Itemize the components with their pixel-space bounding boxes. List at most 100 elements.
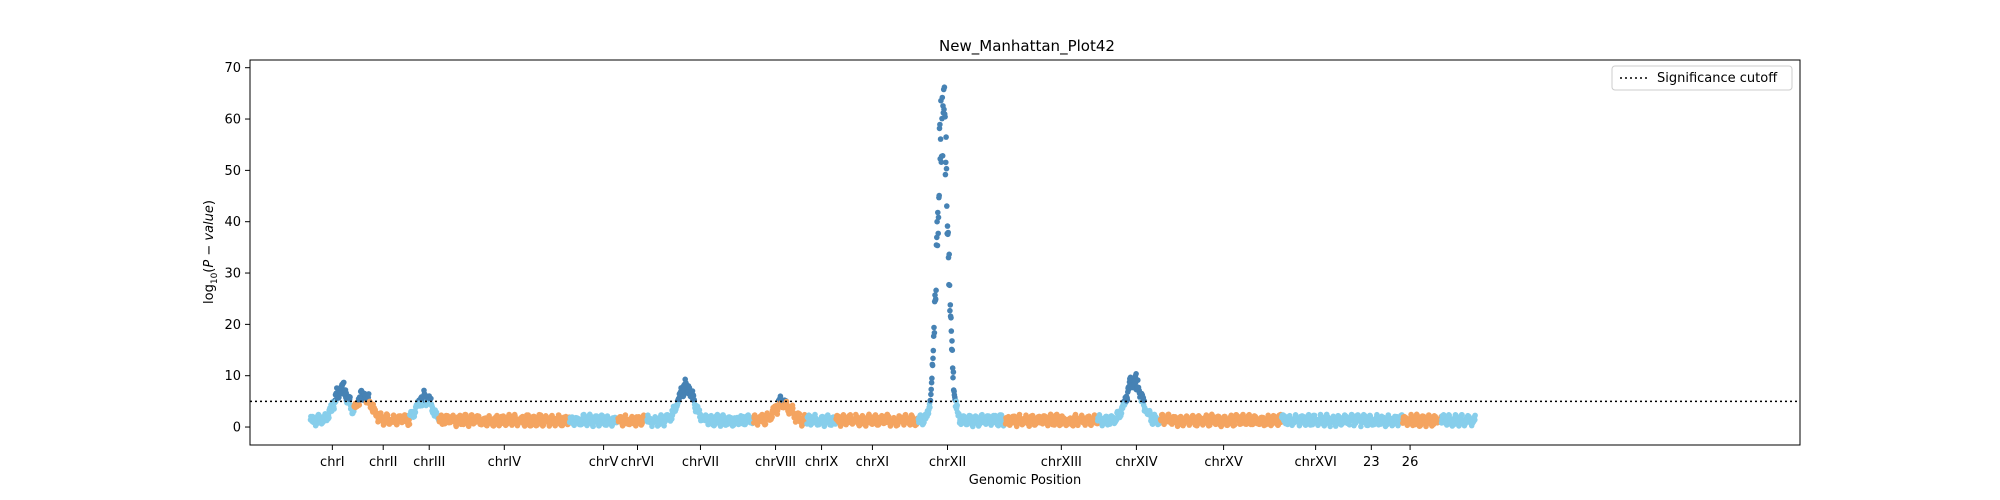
data-point <box>947 307 953 314</box>
data-point <box>946 282 953 289</box>
y-axis-label: log10(P − value) <box>202 200 220 304</box>
x-tick-label: chrXIII <box>1041 455 1082 470</box>
data-point <box>762 421 769 427</box>
data-point <box>356 402 363 408</box>
data-point <box>777 393 784 400</box>
data-point <box>930 355 936 362</box>
data-point <box>941 84 948 90</box>
data-point <box>931 324 937 331</box>
data-point <box>950 374 956 381</box>
x-tick-label: chrII <box>369 455 397 470</box>
plot-area <box>250 60 1800 445</box>
data-point <box>326 414 332 421</box>
data-point <box>938 159 945 165</box>
x-tick-label: chrIII <box>413 455 445 470</box>
chart-title: New_Manhattan_Plot42 <box>939 37 1115 56</box>
data-point <box>936 192 942 199</box>
data-point <box>929 375 935 382</box>
data-point <box>1472 412 1478 419</box>
data-point <box>1472 417 1478 423</box>
y-tick-label: 10 <box>224 369 241 384</box>
y-tick-label: 20 <box>224 318 241 333</box>
data-point <box>933 287 939 294</box>
data-point <box>714 411 721 418</box>
data-point <box>680 392 687 399</box>
data-point <box>1057 421 1064 428</box>
data-point <box>347 394 353 400</box>
data-point <box>929 362 936 369</box>
data-point <box>937 136 944 142</box>
data-point <box>885 413 892 420</box>
data-point <box>935 230 941 237</box>
data-point <box>928 379 935 386</box>
data-point <box>948 315 954 321</box>
data-point <box>939 153 946 159</box>
data-point <box>943 134 949 140</box>
y-tick-label: 40 <box>224 215 241 230</box>
data-point <box>928 391 934 398</box>
legend: Significance cutoff <box>1611 65 1793 91</box>
data-point <box>934 242 941 249</box>
x-tick-label: chrXIV <box>1115 455 1157 470</box>
data-point <box>428 395 434 402</box>
data-point <box>1327 423 1333 430</box>
legend-label: Significance cutoff <box>1657 71 1778 86</box>
data-point <box>950 369 957 375</box>
x-tick-label: chrIX <box>805 455 839 470</box>
y-tick-label: 60 <box>224 113 241 128</box>
x-tick-label: 23 <box>1363 455 1380 470</box>
data-point <box>932 296 939 302</box>
data-point <box>790 405 796 412</box>
data-point <box>937 121 943 128</box>
data-point <box>1141 397 1147 404</box>
data-point <box>1231 422 1238 428</box>
data-point <box>1118 410 1125 417</box>
x-tick-label: 26 <box>1402 455 1419 470</box>
x-tick-label: chrVI <box>621 455 654 470</box>
data-point <box>935 209 941 216</box>
x-tick-label: chrVIII <box>755 455 796 470</box>
data-point <box>945 229 951 236</box>
data-point <box>947 302 954 308</box>
data-point <box>939 94 946 101</box>
x-axis: chrI chrII chrIII chrIV chrV chrVI chrVII chrVI… <box>320 445 1418 470</box>
data-point <box>944 203 950 209</box>
x-axis-label: Genomic Position <box>969 473 1081 488</box>
x-tick-label: chrVII <box>682 455 719 470</box>
data-point <box>943 165 950 172</box>
data-point <box>365 391 372 397</box>
y-tick-label: 50 <box>224 164 241 179</box>
y-tick-label: 70 <box>224 61 241 76</box>
data-point <box>1459 412 1465 418</box>
data-point <box>622 412 629 418</box>
x-tick-label: chrXVI <box>1294 455 1336 470</box>
data-point <box>927 404 933 411</box>
x-tick-label: chrXII <box>929 455 966 470</box>
y-axis: 0 10 20 30 40 50 60 70 <box>224 61 250 436</box>
y-tick-label: 30 <box>224 267 241 282</box>
legend-frame <box>1611 65 1793 91</box>
data-points <box>307 84 1478 430</box>
data-point <box>540 422 547 428</box>
x-tick-label: chrV <box>589 455 619 470</box>
data-point <box>954 402 960 409</box>
data-point <box>944 223 951 229</box>
data-point <box>935 214 942 221</box>
data-point <box>331 406 337 412</box>
data-point <box>946 251 952 258</box>
data-point <box>934 218 940 225</box>
x-tick-label: chrXV <box>1204 455 1243 470</box>
data-point <box>341 379 347 386</box>
x-tick-label: chrIV <box>488 455 522 470</box>
y-tick-label: 0 <box>233 421 241 436</box>
data-point <box>928 386 934 393</box>
data-point <box>1133 371 1139 377</box>
data-point <box>769 414 775 420</box>
data-point <box>943 159 949 166</box>
x-tick-label: chrI <box>320 455 345 470</box>
data-point <box>1296 422 1303 429</box>
data-point <box>406 421 413 428</box>
data-point <box>949 347 956 354</box>
data-point <box>412 409 419 416</box>
